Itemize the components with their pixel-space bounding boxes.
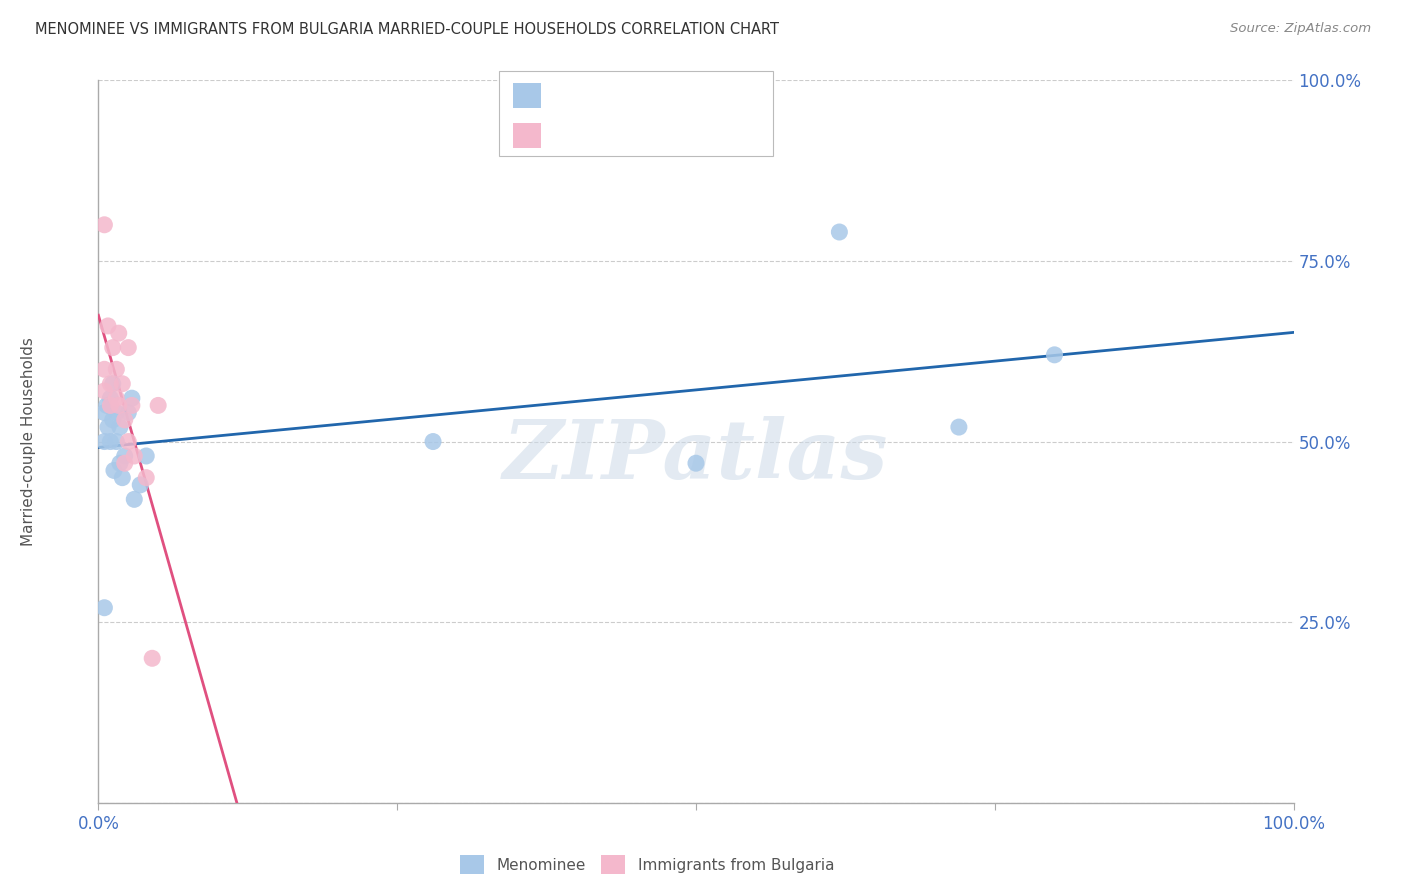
Immigrants from Bulgaria	[107, 398, 129, 412]
Text: 0.110: 0.110	[581, 87, 633, 104]
Text: N =: N =	[634, 127, 682, 145]
Text: 0.642: 0.642	[581, 127, 633, 145]
Menominee	[96, 398, 118, 412]
Immigrants from Bulgaria	[93, 218, 115, 232]
Text: MENOMINEE VS IMMIGRANTS FROM BULGARIA MARRIED-COUPLE HOUSEHOLDS CORRELATION CHAR: MENOMINEE VS IMMIGRANTS FROM BULGARIA MA…	[35, 22, 779, 37]
Menominee	[101, 376, 124, 391]
Immigrants from Bulgaria	[117, 341, 139, 355]
Immigrants from Bulgaria	[101, 341, 124, 355]
Menominee	[108, 420, 131, 434]
Menominee	[948, 420, 970, 434]
Immigrants from Bulgaria	[114, 413, 136, 427]
Menominee	[129, 478, 152, 492]
Immigrants from Bulgaria	[93, 362, 115, 376]
Immigrants from Bulgaria	[105, 391, 128, 405]
Text: R =: R =	[550, 127, 586, 145]
Menominee	[111, 470, 134, 484]
Menominee	[108, 456, 131, 470]
Menominee	[93, 600, 115, 615]
Menominee	[124, 492, 146, 507]
Menominee	[422, 434, 444, 449]
Menominee	[135, 449, 157, 463]
Immigrants from Bulgaria	[98, 376, 122, 391]
Text: N =: N =	[634, 87, 682, 104]
Immigrants from Bulgaria	[148, 398, 170, 412]
Immigrants from Bulgaria	[124, 449, 146, 463]
Immigrants from Bulgaria	[114, 456, 136, 470]
Y-axis label: Married-couple Households: Married-couple Households	[21, 337, 37, 546]
Immigrants from Bulgaria	[135, 470, 157, 484]
Immigrants from Bulgaria	[107, 326, 129, 340]
Menominee	[121, 391, 143, 405]
Menominee	[93, 434, 115, 449]
Menominee	[1043, 348, 1066, 362]
Text: R =: R =	[550, 87, 586, 104]
Legend: Menominee, Immigrants from Bulgaria: Menominee, Immigrants from Bulgaria	[453, 849, 841, 880]
Menominee	[114, 449, 136, 463]
Immigrants from Bulgaria	[93, 384, 115, 398]
Text: Source: ZipAtlas.com: Source: ZipAtlas.com	[1230, 22, 1371, 36]
Menominee	[98, 391, 122, 405]
Menominee	[101, 413, 124, 427]
Menominee	[103, 463, 125, 477]
Menominee	[105, 406, 128, 420]
Menominee	[828, 225, 851, 239]
Menominee	[105, 434, 128, 449]
Text: 26: 26	[673, 87, 696, 104]
Menominee	[93, 406, 115, 420]
Menominee	[97, 420, 120, 434]
Text: 21: 21	[673, 127, 696, 145]
Text: ZIPatlas: ZIPatlas	[503, 416, 889, 496]
Immigrants from Bulgaria	[111, 376, 134, 391]
Menominee	[117, 406, 139, 420]
Menominee	[98, 434, 122, 449]
Immigrants from Bulgaria	[105, 362, 128, 376]
Immigrants from Bulgaria	[141, 651, 163, 665]
Menominee	[685, 456, 707, 470]
Immigrants from Bulgaria	[117, 434, 139, 449]
Immigrants from Bulgaria	[97, 318, 120, 333]
Immigrants from Bulgaria	[98, 398, 122, 412]
Immigrants from Bulgaria	[121, 398, 143, 412]
